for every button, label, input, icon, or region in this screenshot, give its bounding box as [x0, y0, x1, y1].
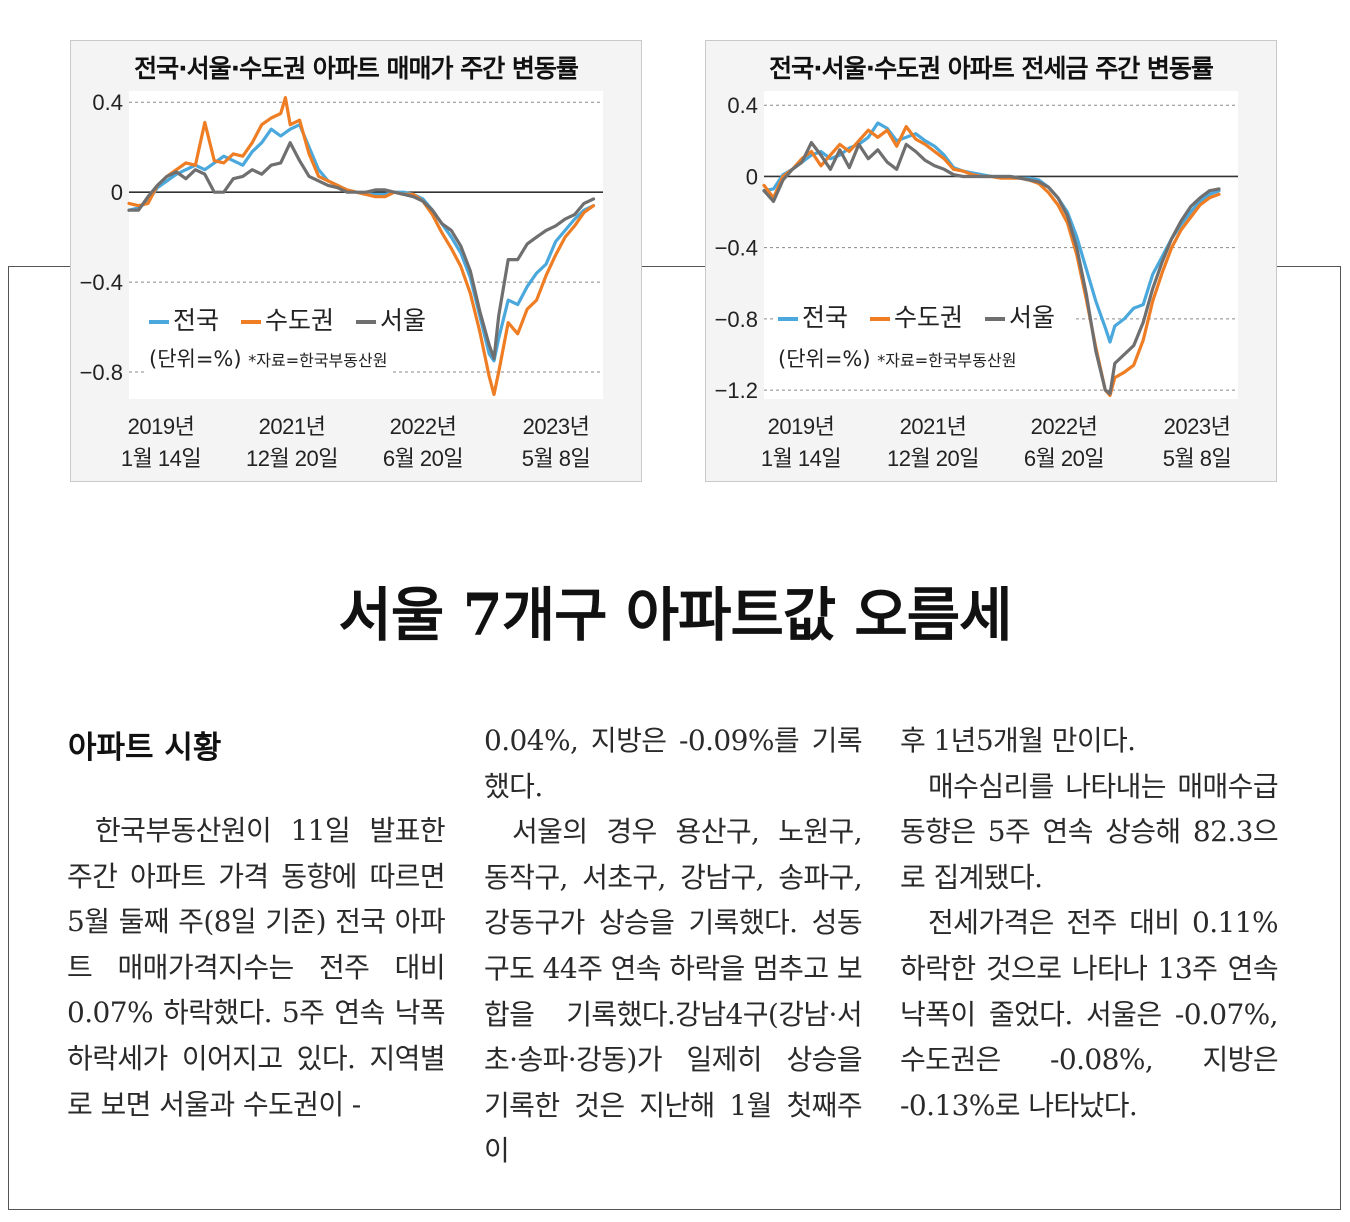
legend-swatch: [355, 320, 376, 324]
chart-legend: 전국 수도권 서울: [774, 298, 1073, 334]
x-tick-year: 2021년: [258, 414, 326, 439]
x-tick-day: 6월 20일: [382, 446, 464, 471]
legend-swatch: [149, 320, 169, 324]
article-column-3: 후 1년5개월 만이다. 매수심리를 나타내는 매매수급동향은 5주 연속 상승…: [900, 718, 1279, 1128]
legend-item-seoul: 서울: [355, 306, 426, 335]
x-tick-year: 2022년: [389, 414, 457, 439]
section-title: 아파트 시황: [68, 730, 222, 766]
legend-swatch: [984, 317, 1005, 321]
article-column-2: 0.04%, 지방은 -0.09%를 기록했다. 서울의 경우 용산구, 노원구…: [484, 718, 863, 1174]
chart-jeonse-price: 전국·서울·수도권 아파트 전세금 주간 변동률 0.4 0 −0.4 −0.8 −1.…: [705, 40, 1277, 482]
chart-title: 전국·서울·수도권 아파트 매매가 주간 변동률: [134, 54, 579, 83]
paragraph: 0.04%, 지방은 -0.09%를 기록했다.: [484, 724, 863, 803]
source-label: *자료=한국부동산원: [877, 351, 1017, 370]
source-label: *자료=한국부동산원: [248, 351, 388, 370]
unit-note: (단위=%) *자료=한국부동산원: [774, 343, 1021, 373]
legend-swatch: [778, 317, 798, 321]
y-tick-label: 0: [746, 164, 758, 189]
x-tick-label: 2019년 1월 14일: [116, 411, 206, 475]
x-tick-year: 2021년: [899, 414, 967, 439]
unit-label: (단위=%): [778, 347, 871, 371]
legend-swatch: [869, 317, 890, 321]
y-tick-label: 0.4: [727, 93, 758, 118]
paragraph: 후 1년5개월 만이다.: [900, 724, 1136, 757]
y-tick-label: −0.8: [80, 360, 123, 385]
x-tick-label: 2021년 12월 20일: [878, 411, 988, 475]
legend-swatch: [240, 320, 261, 324]
x-tick-day: 1월 14일: [760, 446, 842, 471]
x-tick-label: 2022년 6월 20일: [1012, 411, 1116, 475]
legend-label: 서울: [1008, 303, 1055, 332]
x-tick-day: 5월 8일: [521, 446, 591, 471]
y-tick-label: 0: [111, 180, 123, 205]
legend-label: 전국: [173, 306, 220, 335]
chart-title: 전국·서울·수도권 아파트 전세금 주간 변동률: [769, 54, 1214, 83]
paragraph: 전세가격은 전주 대비 0.11% 하락한 것으로 나타나 13주 연속 낙폭이…: [900, 906, 1279, 1122]
x-tick-year: 2019년: [127, 414, 195, 439]
legend-item-metro: 수도권: [869, 303, 963, 332]
x-tick-day: 5월 8일: [1162, 446, 1232, 471]
y-tick-label: −0.4: [80, 270, 123, 295]
x-tick-year: 2023년: [522, 414, 590, 439]
x-tick-label: 2023년 5월 8일: [1152, 411, 1242, 475]
chart-sale-price: 전국·서울·수도권 아파트 매매가 주간 변동률 0.4 0 −0.4 −0.8 전국…: [70, 40, 642, 482]
legend-item-seoul: 서울: [984, 303, 1055, 332]
article-column-1: 한국부동산원이 11일 발표한 주간 아파트 가격 동향에 따르면 5월 둘째 …: [67, 808, 446, 1127]
legend-label: 전국: [802, 303, 849, 332]
y-tick-label: 0.4: [92, 90, 123, 115]
y-tick-label: −0.8: [715, 307, 758, 332]
x-tick-day: 12월 20일: [886, 446, 980, 471]
y-tick-label: −0.4: [715, 236, 758, 261]
x-tick-day: 1월 14일: [120, 446, 202, 471]
legend-label: 수도권: [264, 306, 334, 335]
legend-label: 서울: [379, 306, 426, 335]
paragraph: 서울의 경우 용산구, 노원구, 동작구, 서초구, 강남구, 송파구, 강동구…: [484, 815, 863, 1168]
series-line-seoul: [127, 141, 596, 361]
x-tick-label: 2022년 6월 20일: [371, 411, 475, 475]
legend-item-nation: 전국: [149, 306, 219, 335]
x-tick-day: 12월 20일: [245, 446, 339, 471]
x-tick-label: 2019년 1월 14일: [756, 411, 846, 475]
unit-label: (단위=%): [149, 347, 242, 371]
paragraph: 매수심리를 나타내는 매매수급동향은 5주 연속 상승해 82.3으로 집계됐다…: [900, 769, 1279, 894]
legend-item-nation: 전국: [778, 303, 848, 332]
x-tick-label: 2023년 5월 8일: [511, 411, 601, 475]
x-tick-year: 2019년: [767, 414, 835, 439]
y-tick-label: −1.2: [715, 378, 758, 403]
article-frame: [8, 266, 1341, 1210]
x-tick-day: 6월 20일: [1023, 446, 1105, 471]
x-tick-year: 2022년: [1030, 414, 1098, 439]
headline: 서울 7개구 아파트값 오름세: [338, 581, 1013, 649]
chart-legend: 전국 수도권 서울: [145, 301, 444, 337]
series-line-seoul: [762, 141, 1221, 396]
paragraph: 한국부동산원이 11일 발표한 주간 아파트 가격 동향에 따르면 5월 둘째 …: [67, 814, 446, 1121]
x-tick-label: 2021년 12월 20일: [237, 411, 347, 475]
legend-label: 수도권: [893, 303, 963, 332]
x-tick-year: 2023년: [1163, 414, 1231, 439]
unit-note: (단위=%) *자료=한국부동산원: [145, 343, 392, 373]
legend-item-metro: 수도권: [240, 306, 334, 335]
